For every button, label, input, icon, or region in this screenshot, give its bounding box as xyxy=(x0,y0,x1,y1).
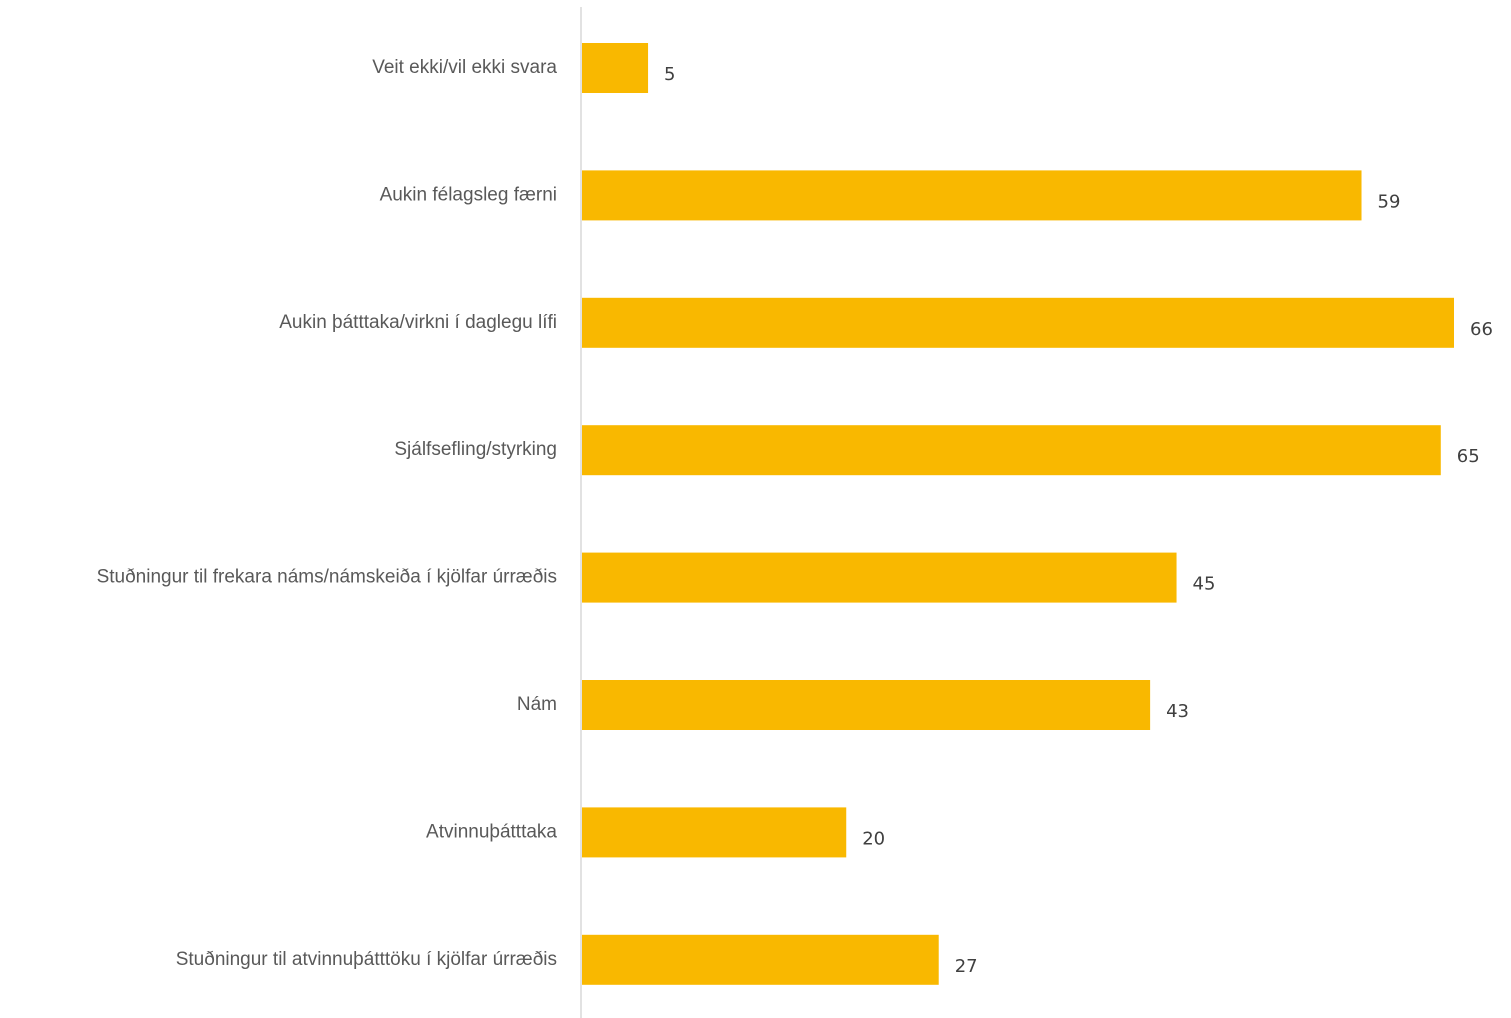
data-label: 59 xyxy=(1378,191,1401,212)
category-label: Aukin félagsleg færni xyxy=(380,184,557,205)
bar xyxy=(582,807,847,858)
bar xyxy=(582,934,939,985)
category-label: Veit ekki/vil ekki svara xyxy=(372,57,557,78)
data-label: 27 xyxy=(955,956,978,977)
category-label: Sjálfsefling/styrking xyxy=(394,439,557,460)
category-label: Nám xyxy=(517,694,557,715)
bar xyxy=(582,297,1454,348)
category-label: Stuðningur til frekara náms/námskeiða í … xyxy=(97,567,557,588)
data-label: 65 xyxy=(1457,446,1480,467)
bar xyxy=(582,43,649,93)
data-label: 20 xyxy=(862,828,885,849)
data-label: 43 xyxy=(1166,701,1189,722)
category-label: Aukin þátttaka/virkni í daglegu lífi xyxy=(279,312,557,333)
bar xyxy=(582,425,1441,476)
bar xyxy=(582,170,1362,221)
bar xyxy=(582,552,1177,603)
bar xyxy=(582,680,1151,730)
category-label: Stuðningur til atvinnuþátttöku í kjölfar… xyxy=(176,949,557,970)
category-label: Atvinnuþátttaka xyxy=(426,821,557,842)
data-label: 66 xyxy=(1470,319,1493,340)
data-label: 5 xyxy=(664,64,675,85)
data-label: 45 xyxy=(1193,574,1216,595)
